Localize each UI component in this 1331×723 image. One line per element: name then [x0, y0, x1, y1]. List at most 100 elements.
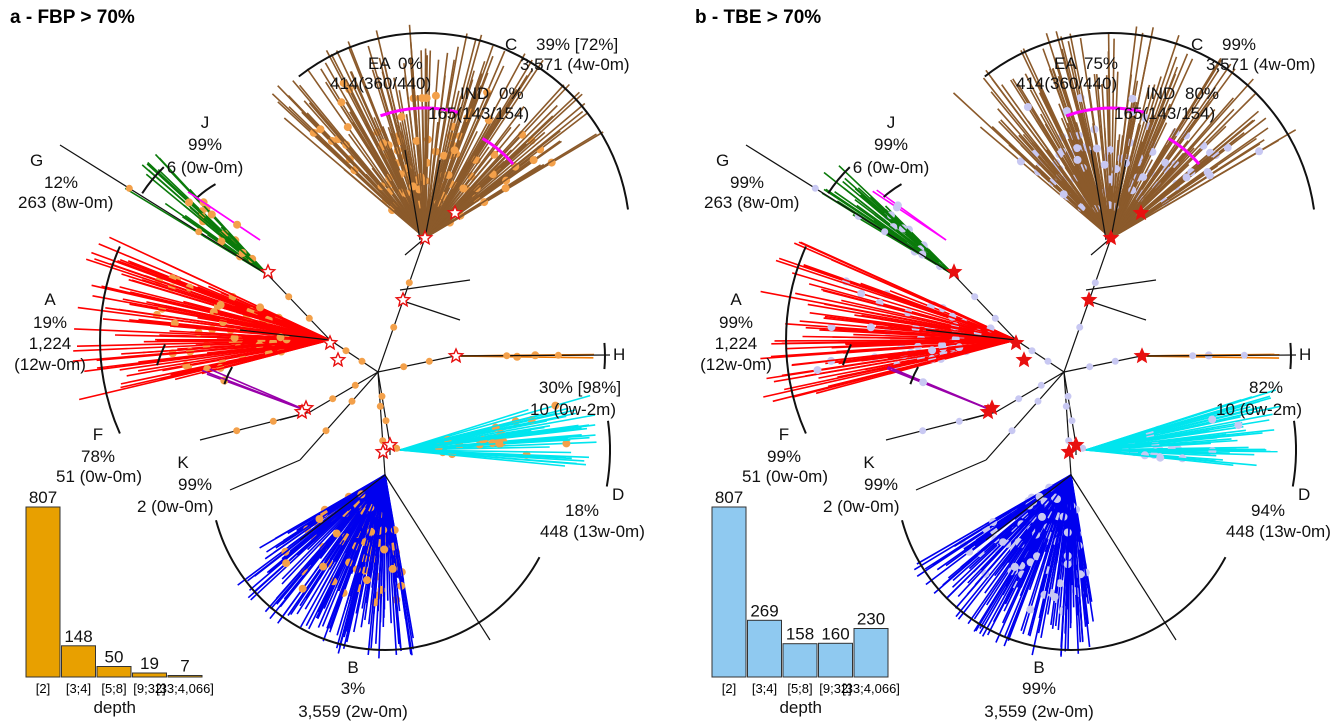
tree-branch	[170, 325, 331, 341]
support-dot	[551, 401, 560, 410]
bar-category-label: [3;4]	[66, 681, 91, 696]
support-dot	[1015, 395, 1023, 403]
support-star-icon	[259, 263, 277, 280]
support-dot	[425, 357, 433, 365]
backbone-branch	[1090, 149, 1107, 241]
support-dot	[1023, 103, 1032, 111]
tree-branch	[1092, 123, 1112, 239]
tree-branch	[384, 474, 407, 620]
support-dot	[1062, 402, 1070, 410]
clade-size-f: 51 (0w-0m)	[56, 467, 142, 486]
tree-branch	[1069, 33, 1112, 239]
backbone-branch	[399, 279, 471, 291]
tree-branch	[1085, 448, 1266, 451]
bar-value-label: 230	[857, 610, 885, 629]
support-dot	[1059, 190, 1068, 199]
support-dot	[1063, 528, 1072, 537]
depth-bar	[818, 642, 853, 678]
tree-branch	[190, 331, 331, 341]
backbone-branch	[1070, 474, 1177, 641]
support-dot	[484, 116, 493, 125]
clade-arc-f	[156, 343, 166, 366]
clade-name-g: G	[30, 151, 43, 170]
support-dot	[928, 346, 937, 355]
support-dot	[348, 397, 356, 405]
clade-arc-a	[785, 246, 807, 434]
support-dot	[513, 352, 522, 361]
tree-branch	[856, 204, 955, 276]
tree-branch	[278, 474, 386, 622]
tree-branch	[958, 474, 1072, 544]
depth-bar	[853, 628, 889, 678]
clade-size-b: 3,559 (2w-0m)	[984, 702, 1094, 721]
support-dot	[955, 417, 963, 425]
tree-branch	[424, 53, 526, 239]
tree-branch	[803, 264, 1017, 341]
depth-bar	[711, 506, 747, 678]
backbone-branch	[745, 144, 955, 276]
tree-branch	[1110, 53, 1189, 239]
support-dot	[490, 150, 499, 159]
tree-branch	[201, 369, 311, 413]
support-dot	[1079, 444, 1087, 452]
support-dot	[351, 381, 359, 389]
backbone-branch	[299, 371, 379, 461]
tree-branch	[96, 339, 331, 362]
backbone-branch	[329, 339, 379, 373]
depth-bar	[25, 506, 61, 678]
tree-branch	[1055, 31, 1112, 239]
depth-bar	[132, 672, 167, 678]
tree-branch	[424, 123, 521, 239]
tree-branch	[281, 474, 386, 545]
backbone-branch	[1140, 354, 1297, 357]
support-dot	[376, 402, 384, 410]
tree-branch	[1035, 144, 1112, 239]
clade-name-ea: EA	[368, 54, 391, 73]
support-dot	[422, 94, 431, 103]
tree-branch	[424, 163, 545, 239]
tree-branch	[384, 474, 400, 645]
clade-size-g: 263 (8w-0m)	[18, 193, 113, 212]
backbone-branch	[229, 459, 301, 491]
support-dot	[495, 439, 504, 448]
support-dot	[554, 351, 562, 359]
tree-branch	[424, 149, 478, 239]
tree-branch	[957, 474, 1072, 598]
backbone-branch	[59, 144, 269, 276]
clade-arc-g	[827, 166, 851, 194]
tree-branch	[835, 339, 1017, 363]
support-dot	[1223, 143, 1232, 152]
backbone-branch	[424, 159, 441, 239]
support-dot	[285, 293, 293, 301]
tree-branch	[370, 474, 386, 573]
support-dot	[1156, 453, 1165, 462]
bar-category-label: [5;8]	[101, 681, 126, 696]
support-star-icon	[1133, 347, 1151, 364]
clade-name-c: C	[505, 35, 517, 54]
tree-branch	[872, 190, 947, 241]
support-dot	[1092, 144, 1101, 153]
backbone-branch	[1063, 237, 1112, 373]
clade-name-ind: IND	[460, 84, 489, 103]
tree-branch	[1110, 129, 1297, 239]
clade-name-h: H	[1299, 345, 1311, 364]
backbone-branch	[299, 474, 386, 541]
clade-support-d: 18%	[565, 501, 599, 520]
clade-support-ea: 75%	[1084, 54, 1118, 73]
tree-branch	[887, 339, 1017, 350]
tree-branch	[114, 334, 331, 341]
support-dot	[1058, 147, 1066, 156]
tree-branch	[1028, 161, 1112, 239]
phylogenetic-tree	[745, 26, 1315, 657]
tree-branch	[799, 320, 1017, 341]
support-dot	[343, 123, 352, 132]
depth-bar-chart: 807 [2] 269 [3;4] 158 [5;8] 160 [9;32] 230 [33;4,…	[711, 488, 900, 717]
support-dot	[233, 427, 241, 435]
support-dot	[938, 344, 947, 353]
panel-title: b - TBE > 70%	[695, 7, 821, 28]
clade-size-c: 3,571 (4w-0m)	[520, 55, 630, 74]
support-dot	[892, 203, 901, 212]
support-dot	[390, 323, 398, 331]
tree-branch	[1070, 474, 1079, 616]
tree-branch	[891, 307, 1017, 341]
